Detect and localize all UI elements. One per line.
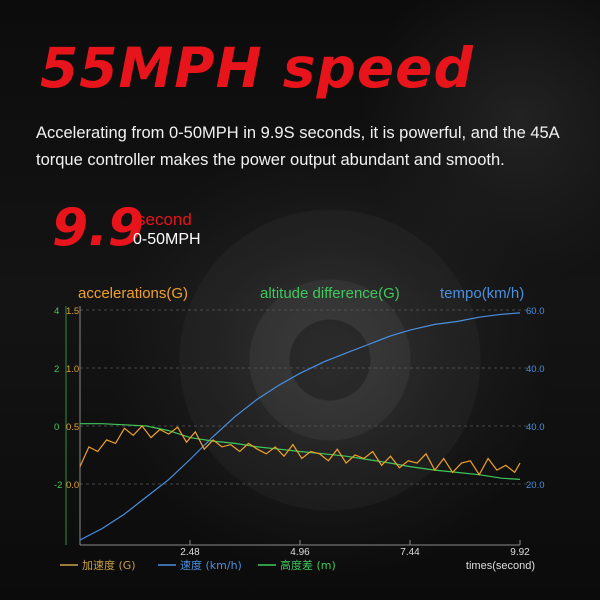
legend-label: 加速度 (G) (82, 558, 136, 572)
series-line-2 (79, 425, 521, 476)
left-tick-inner: 0.5 (66, 422, 79, 433)
x-tick-label: 9.92 (510, 547, 530, 558)
series-title: tempo(km/h) (440, 285, 524, 302)
left-tick-outer: 0 (54, 422, 59, 433)
series-line-1 (80, 423, 521, 480)
legend-label: 速度 (km/h) (180, 558, 242, 572)
x-tick-label: 4.96 (290, 547, 310, 558)
right-tick: 60.0 (526, 306, 545, 317)
x-tick-label: 7.44 (400, 547, 420, 558)
page-title: 55MPH speed (40, 36, 474, 100)
series-title: altitude difference(G) (260, 285, 400, 302)
legend-label: 高度差 (m) (280, 558, 336, 572)
stat-unit: second (137, 210, 192, 229)
right-tick: 20.0 (526, 480, 545, 491)
series-line-0 (79, 312, 521, 541)
right-tick: 40.0 (526, 364, 545, 375)
x-axis-title: times(second) (466, 560, 535, 572)
series-title: accelerations(G) (78, 285, 188, 302)
stat-value: 9.9 (52, 198, 145, 258)
left-tick-inner: 0.0 (66, 480, 79, 491)
left-tick-outer: 2 (54, 364, 59, 375)
left-tick-outer: -2 (54, 480, 62, 491)
description-text: Accelerating from 0-50MPH in 9.9S second… (36, 124, 559, 169)
stat-range: 0-50MPH (133, 231, 201, 248)
left-tick-inner: 1.0 (66, 364, 79, 375)
x-tick-label: 2.48 (180, 547, 200, 558)
left-tick-inner: 1.5 (66, 306, 79, 317)
right-tick: 40.0 (526, 422, 545, 433)
left-tick-outer: 4 (54, 306, 59, 317)
